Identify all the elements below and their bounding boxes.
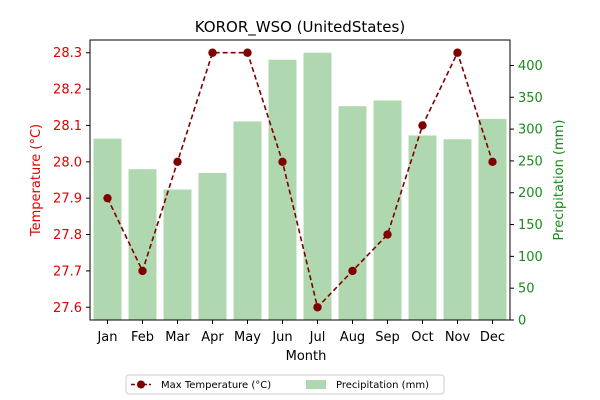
precip-bar-feb [128,169,157,320]
precip-bar-jun [268,59,297,321]
precip-bar-mar [163,189,192,320]
precip-bar-nov [443,139,472,320]
temp-point-oct [418,121,427,130]
temp-point-mar [173,157,182,167]
temp-point-dec [488,157,497,167]
x-tick-label: Aug [340,330,365,345]
x-axis-ticks: Jan Feb Mar Apr May Jun Jul Aug Sep Oct Nov Dec [96,320,505,345]
x-tick-label: Sep [375,330,400,345]
precip-bar-oct [408,135,437,320]
temperature-line [103,48,497,312]
x-tick-label: Dec [480,330,505,345]
legend: Max Temperature (°C) Precipitation (mm) [125,374,445,395]
right-tick-label: 200 [518,186,543,201]
legend-label-temperature: Max Temperature (°C) [161,380,271,391]
right-tick-label: 400 [518,59,543,74]
left-tick-label: 28.3 [53,46,82,61]
precipitation-bars [93,52,507,321]
legend-marker-swatch [137,380,145,389]
left-tick-label: 28.0 [53,155,82,170]
precip-bar-dec [478,118,507,320]
x-axis-label: Month [286,349,327,364]
right-tick-label: 300 [518,123,543,138]
x-tick-label: Jan [96,330,117,345]
precip-bar-jan [93,138,122,320]
precip-bar-apr [198,173,227,320]
x-tick-label: Mar [165,330,190,345]
plot-frame [89,39,511,321]
left-tick-label: 27.9 [53,192,82,207]
left-tick-label: 28.2 [53,83,82,98]
right-tick-label: 250 [518,154,543,169]
temp-point-jul [313,303,322,312]
x-tick-label: Nov [445,330,471,345]
x-tick-label: Feb [131,330,154,345]
x-tick-label: Apr [201,330,224,345]
precip-bar-aug [338,106,367,320]
legend-box [125,374,445,395]
temp-point-apr [208,48,217,57]
temp-point-feb [138,266,147,276]
x-tick-label: Jun [271,330,292,345]
temp-point-jun [278,157,287,167]
left-tick-label: 28.1 [53,119,82,134]
left-axis-ticks: 27.6 27.7 27.8 27.9 28.0 28.1 28.2 28.3 [53,46,90,316]
left-tick-label: 27.6 [53,301,82,316]
precip-bar-jul [303,52,332,321]
right-tick-label: 100 [518,250,543,265]
legend-bar-swatch [306,380,326,389]
x-tick-label: Oct [411,330,433,345]
left-axis-label: Temperature (°C) [29,124,44,237]
precip-bar-may [233,121,262,320]
temp-point-aug [348,266,357,276]
precip-bar-sep [373,100,402,320]
left-tick-label: 27.7 [53,264,82,279]
legend-label-precipitation: Precipitation (mm) [336,380,429,391]
temp-point-sep [383,230,392,239]
temp-point-jan [103,193,112,203]
right-tick-label: 50 [518,282,535,297]
chart-title: KOROR_WSO (UnitedStates) [195,18,405,37]
right-axis-label: Precipitation (mm) [552,120,567,241]
right-tick-label: 350 [518,91,543,106]
right-tick-label: 150 [518,218,543,233]
temp-point-nov [453,48,462,57]
temperature-series-line [106,50,494,309]
right-axis-ticks: 0 50 100 150 200 250 300 350 400 [510,59,543,329]
right-tick-label: 0 [518,314,526,329]
temp-point-may [243,48,252,57]
left-tick-label: 27.8 [53,228,82,243]
x-tick-label: May [234,330,261,345]
x-tick-label: Jul [309,330,326,345]
